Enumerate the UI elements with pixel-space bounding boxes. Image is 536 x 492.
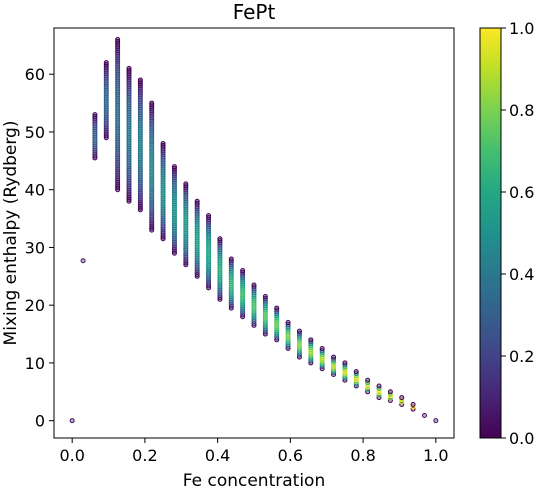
scatter-point (251, 282, 257, 288)
scatter-point (399, 395, 405, 401)
chart-title: FePt (233, 0, 276, 24)
scatter-point (194, 198, 200, 204)
scatter-point (206, 213, 212, 219)
scatter-point (262, 294, 268, 300)
scatter-point (160, 140, 166, 146)
plot-frame (53, 27, 455, 439)
x-tick-label: 0.0 (59, 446, 84, 465)
y-ticks: 0 10 20 30 40 50 60 (25, 65, 54, 431)
scatter-point (69, 418, 75, 424)
scatter-point (103, 60, 109, 66)
x-tick-label: 0.8 (350, 446, 375, 465)
scatter-point (308, 337, 314, 343)
scatter-point (92, 112, 98, 118)
scatter-point (342, 360, 348, 366)
scatter-point (421, 412, 427, 418)
scatter-point (80, 258, 86, 264)
colorbar-tick-label: 0.0 (509, 429, 534, 448)
y-tick-label: 30 (25, 238, 45, 257)
y-tick-label: 20 (25, 296, 45, 315)
y-tick-label: 0 (35, 412, 45, 431)
scatter-point (410, 402, 416, 408)
colorbar-ticks: 0.0 0.2 0.4 0.6 0.8 1.0 (501, 19, 534, 448)
colorbar (479, 27, 502, 439)
scatter-point (137, 77, 143, 83)
x-tick-label: 1.0 (423, 446, 448, 465)
scatter-point (183, 181, 189, 187)
scatter-point (387, 389, 393, 395)
scatter-point (115, 37, 121, 43)
scatter-point (331, 354, 337, 360)
y-tick-label: 60 (25, 65, 45, 84)
scatter-point (126, 65, 132, 71)
scatter-point (433, 418, 439, 424)
scatter-point (353, 369, 359, 375)
scatter-point (240, 268, 246, 274)
y-tick-label: 40 (25, 181, 45, 200)
x-tick-label: 0.2 (132, 446, 157, 465)
scatter-point (228, 256, 234, 262)
scatter-point (285, 320, 291, 326)
scatter-point (149, 100, 155, 106)
colorbar-tick-label: 0.2 (509, 347, 534, 366)
scatter-point (376, 383, 382, 389)
colorbar-tick-label: 1.0 (509, 19, 534, 38)
points-layer (69, 37, 439, 424)
x-tick-label: 0.4 (205, 446, 230, 465)
scatter-point (217, 236, 223, 242)
x-tick-label: 0.6 (278, 446, 303, 465)
y-tick-label: 10 (25, 354, 45, 373)
colorbar-tick-label: 0.8 (509, 101, 534, 120)
colorbar-tick-label: 0.4 (509, 265, 534, 284)
y-axis-label: Mixing enthalpy (Rydberg) (1, 121, 21, 346)
x-axis-label: Fe concentration (183, 471, 325, 488)
x-ticks: 0.0 0.2 0.4 0.6 0.8 1.0 (59, 438, 449, 465)
scatter-point (365, 377, 371, 383)
scatter-point (171, 164, 177, 170)
colorbar-tick-label: 0.6 (509, 183, 534, 202)
scatter-point (296, 328, 302, 334)
y-tick-label: 50 (25, 123, 45, 142)
scatter-point (319, 345, 325, 351)
scatter-point (274, 305, 280, 311)
